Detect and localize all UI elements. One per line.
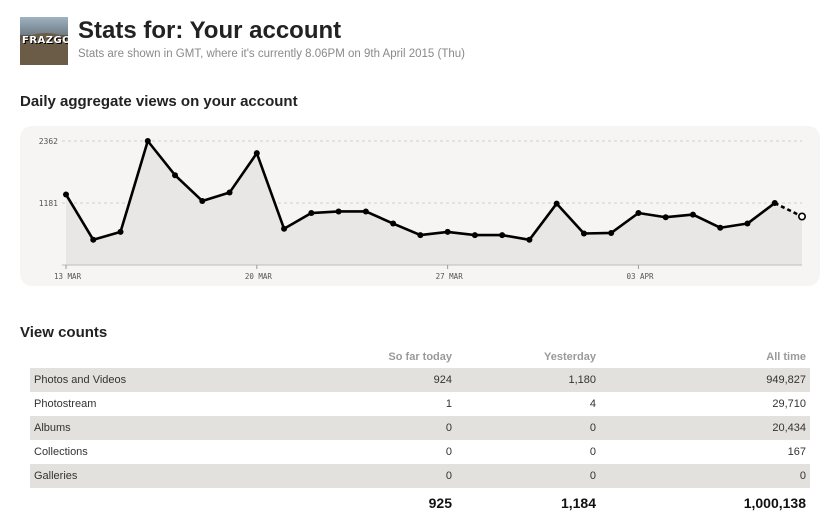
data-point: [580, 230, 587, 237]
data-point: [771, 200, 778, 207]
row-label: Photos and Videos: [30, 368, 244, 392]
data-point: [117, 228, 124, 235]
data-point: [471, 232, 478, 239]
row-today: 0: [445, 446, 452, 458]
data-point-partial: [797, 212, 806, 221]
x-tick-label: 27 MAR: [436, 272, 464, 281]
page-title: Stats for: Your account: [78, 17, 342, 44]
timezone-note: Stats are shown in GMT, where it's curre…: [78, 48, 465, 60]
view-counts-table: So far today Yesterday All time Photos a…: [30, 346, 810, 518]
data-point: [635, 210, 642, 217]
avatar-sky: [20, 17, 68, 35]
data-point: [744, 220, 751, 227]
data-point: [499, 232, 506, 239]
x-tick-label: 03 APR: [626, 272, 654, 281]
row-today: 1: [445, 398, 452, 410]
header-label-col: [30, 346, 244, 368]
data-point: [172, 172, 179, 179]
series-line-partial: [774, 201, 803, 218]
row-all-time: 29,710: [772, 398, 806, 410]
row-yesterday: 0: [456, 464, 600, 488]
row-yesterday: 0: [589, 446, 596, 458]
row-yesterday: 0: [456, 416, 600, 440]
table-row-totals: 925 1,184 1,000,138: [30, 488, 810, 518]
row-today: 0: [244, 416, 456, 440]
row-label: Albums: [30, 416, 244, 440]
chart-area: [66, 141, 802, 265]
row-label: Photostream: [34, 398, 97, 410]
data-point: [717, 224, 724, 231]
data-point: [63, 191, 69, 198]
row-label: Collections: [34, 446, 88, 458]
counts-section-title: View counts: [20, 324, 108, 341]
data-point: [689, 211, 696, 218]
table-row-collections[interactable]: Collections 0 0 167: [30, 440, 810, 464]
data-point: [526, 236, 533, 243]
page-header: FRAZGO Stats for: Your account Stats are…: [20, 17, 820, 67]
table-row-photos-videos[interactable]: Photos and Videos 924 1,180 949,827: [30, 368, 810, 392]
table-row-galleries[interactable]: Galleries 0 0 0: [30, 464, 810, 488]
data-point: [335, 208, 342, 215]
data-point: [662, 214, 669, 221]
data-point: [226, 189, 233, 196]
views-chart-svg: 1181 2362 13 MAR 20 MAR 27 MAR 03 APR: [39, 137, 806, 281]
data-point: [608, 229, 615, 236]
data-point: [199, 197, 206, 204]
data-point: [390, 220, 397, 227]
row-yesterday: 1,180: [456, 368, 600, 392]
data-point: [417, 232, 424, 239]
chart-section-title: Daily aggregate views on your account: [20, 93, 298, 110]
data-point: [553, 200, 560, 207]
row-today: 0: [244, 464, 456, 488]
row-all-time: 949,827: [600, 368, 810, 392]
header-so-far-today: So far today: [388, 351, 452, 363]
y-tick-label: 1181: [39, 199, 58, 208]
table-row-albums[interactable]: Albums 0 0 20,434: [30, 416, 810, 440]
data-point: [281, 225, 288, 232]
header-yesterday: Yesterday: [544, 351, 596, 363]
data-point: [362, 208, 369, 215]
avatar-logo-text: FRAZGO: [22, 35, 68, 46]
row-label: Galleries: [30, 464, 244, 488]
data-point: [144, 138, 151, 144]
views-chart: 1181 2362 13 MAR 20 MAR 27 MAR 03 APR: [20, 126, 820, 286]
data-point: [253, 150, 260, 157]
data-point: [444, 228, 451, 235]
row-all-time: 167: [787, 446, 806, 458]
row-all-time: 0: [600, 464, 810, 488]
data-point: [308, 210, 315, 217]
row-all-time: 20,434: [600, 416, 810, 440]
account-avatar[interactable]: FRAZGO: [20, 17, 68, 65]
table-header-row: So far today Yesterday All time: [30, 346, 810, 368]
x-tick-label: 20 MAR: [245, 272, 273, 281]
table-row-photostream[interactable]: Photostream 1 4 29,710: [30, 392, 810, 416]
x-tick-label: 13 MAR: [54, 272, 82, 281]
row-yesterday: 4: [589, 398, 596, 410]
total-today: 925: [428, 495, 452, 511]
totals-label: [30, 488, 244, 518]
data-point: [90, 236, 97, 243]
total-yesterday: 1,184: [560, 495, 596, 511]
total-all-time: 1,000,138: [743, 495, 806, 511]
header-all-time: All time: [766, 351, 806, 363]
row-today: 924: [244, 368, 456, 392]
avatar-hill: [20, 33, 68, 65]
y-tick-label: 2362: [39, 137, 58, 146]
